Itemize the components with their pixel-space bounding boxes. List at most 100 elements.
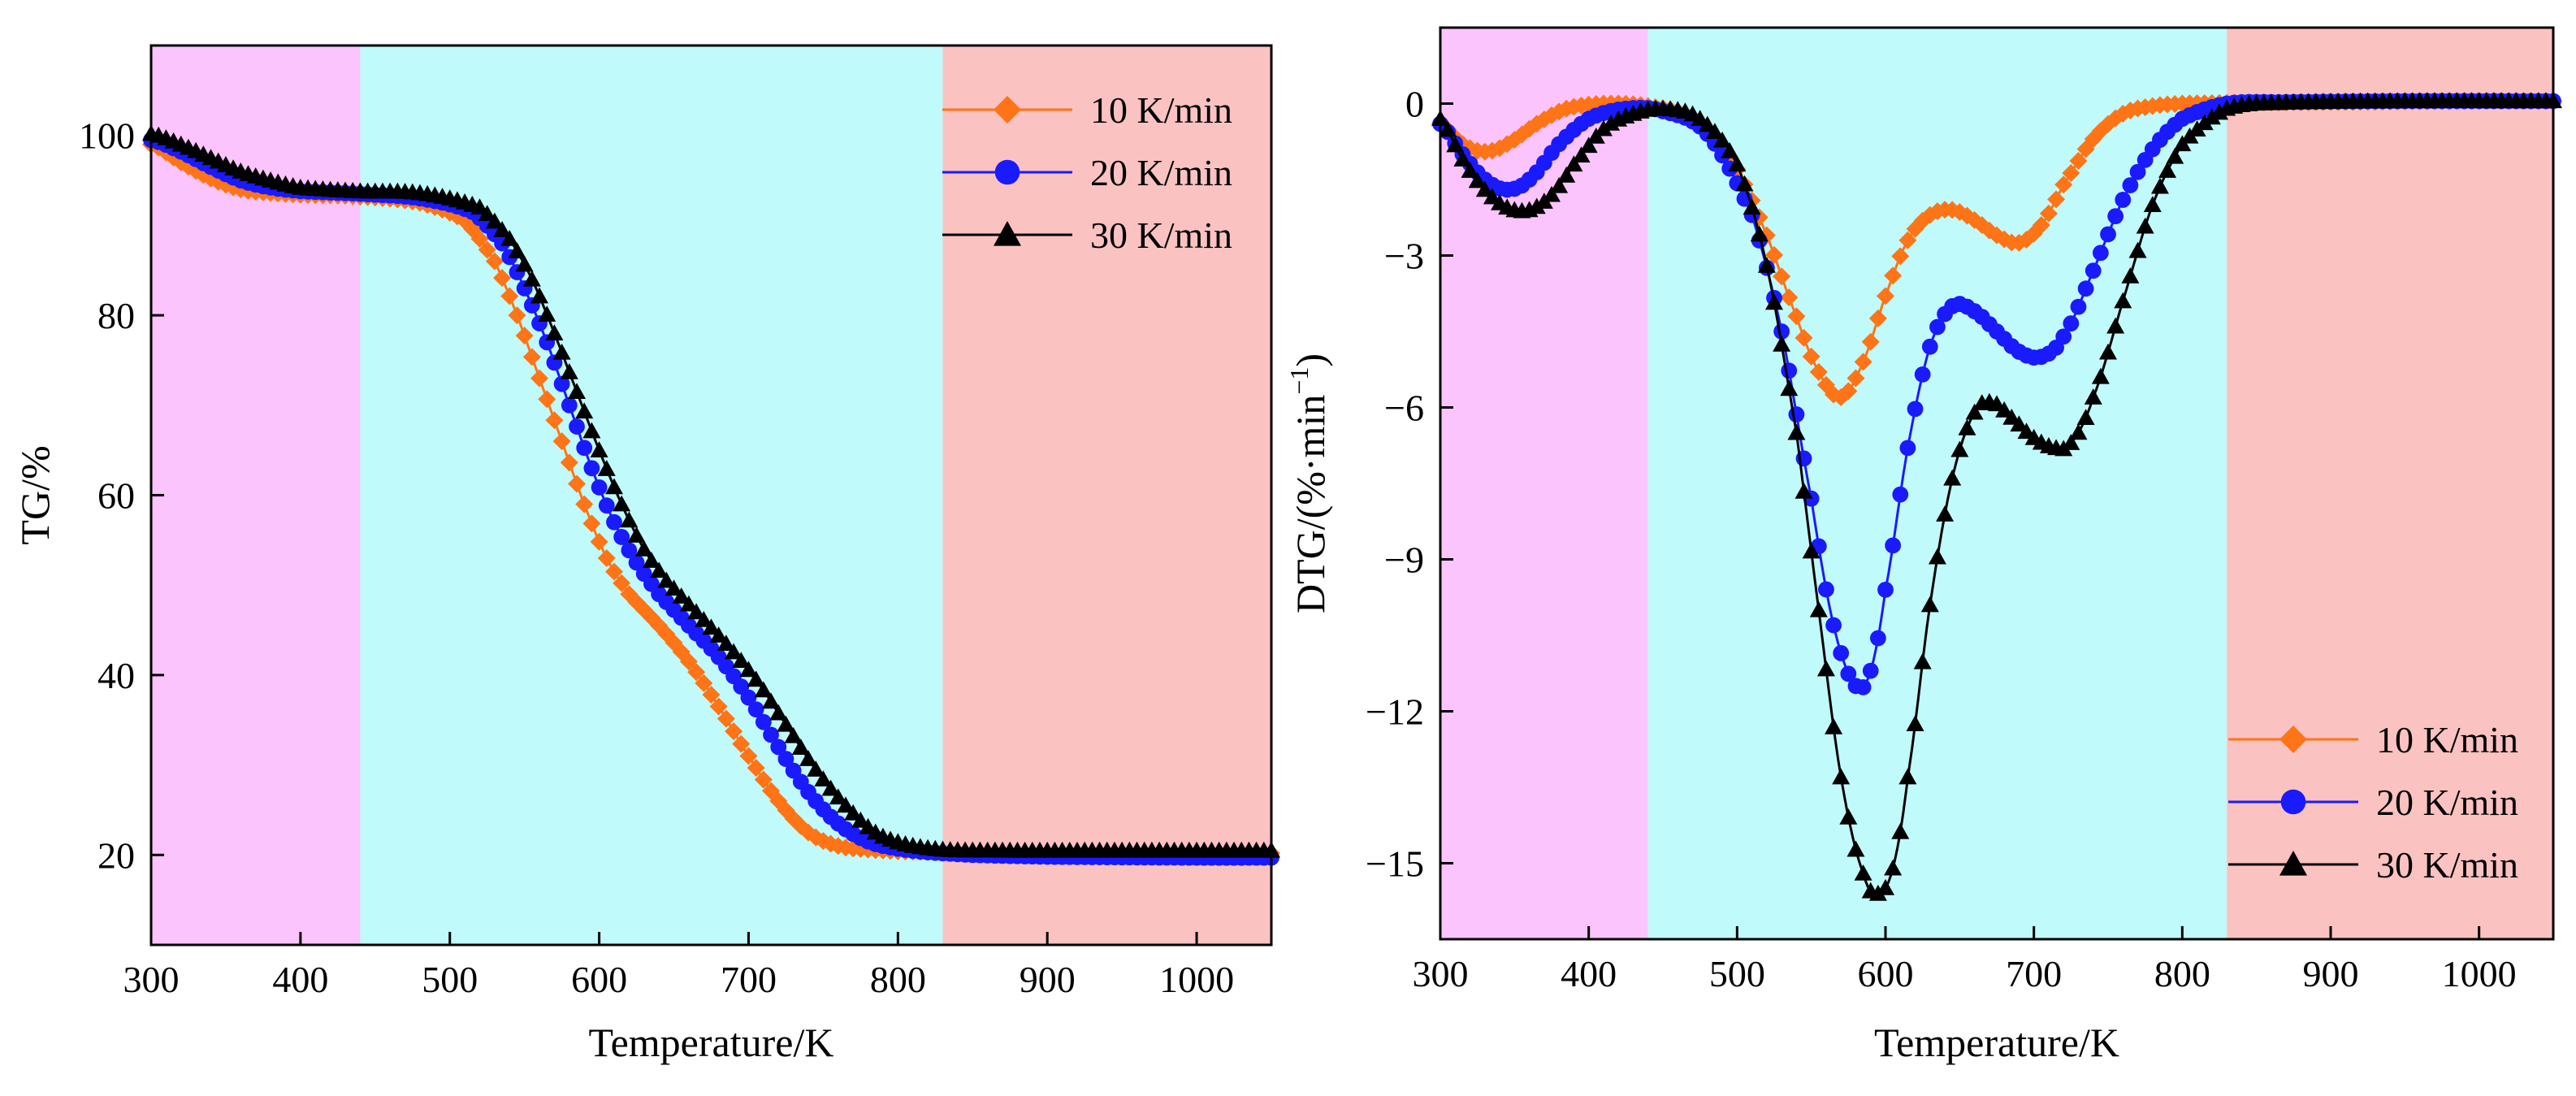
- tg-x-tick-label-5: 700: [721, 959, 777, 1000]
- dtg-series-3-point-94: [2121, 266, 2140, 284]
- dtg-series-2-point-91: [2100, 226, 2116, 243]
- dtg-series-3-point-19: [1565, 155, 1583, 172]
- dtg-series-3-point-40: [1721, 141, 1739, 158]
- dtg-series-3-point-6: [1468, 171, 1487, 188]
- tg-series-3-point-53: [530, 287, 549, 304]
- tg-series-3-point-59: [575, 402, 594, 419]
- dtg-y-tick-label-3: −6: [1384, 388, 1424, 429]
- dtg-series-1-point-50: [1795, 328, 1813, 347]
- tg-series-2-point-59: [576, 440, 593, 457]
- dtg-series-3-point-5: [1461, 162, 1479, 178]
- dtg-series-3-point-48: [1780, 379, 1799, 396]
- tg-series-group: [142, 124, 1280, 866]
- tg-series-3-point-92: [821, 779, 840, 796]
- dtg-series-3-point-87: [2069, 423, 2088, 440]
- tg-series-3-point-54: [538, 305, 556, 322]
- dtg-series-3-point-44: [1750, 225, 1769, 242]
- tg-series-3-point-78: [717, 635, 735, 651]
- tg-x-axis-title: Temperature/K: [589, 1020, 834, 1065]
- tg-y-axis-title: TG/%: [12, 445, 58, 544]
- tg-series-1-point-61: [590, 532, 608, 551]
- tg-series-2-point-56: [553, 375, 570, 392]
- dtg-series-3-point-97: [2143, 196, 2162, 212]
- tg-series-3-point-48: [493, 221, 512, 237]
- tg-series-3-point-84: [762, 692, 781, 709]
- dtg-series-3-point-86: [2062, 434, 2080, 450]
- tg-series-1-point-63: [604, 562, 623, 581]
- dtg-series-3-point-67: [1920, 596, 1939, 613]
- dtg-series-1-point-51: [1802, 347, 1821, 366]
- tg-series-3-point-60: [582, 422, 601, 439]
- tg-series-1-point-64: [613, 574, 631, 592]
- tg-series-1-point-80: [732, 734, 751, 753]
- dtg-series-3-point-88: [2076, 409, 2095, 425]
- tg-series-1-point-51: [515, 327, 534, 345]
- dtg-series-2-point-59: [1862, 662, 1879, 679]
- dtg-series-3-point-77: [1995, 401, 2014, 418]
- dtg-series-3-point-24: [1602, 114, 1621, 131]
- tg-series-1-point-48: [493, 269, 512, 288]
- dtg-series-3-point-45: [1757, 256, 1776, 273]
- tg-series-3-point-73: [679, 595, 698, 612]
- tg-legend-label-2: 20 K/min: [1090, 152, 1232, 193]
- tg-series-2-point-64: [613, 529, 630, 545]
- dtg-series-2-point-90: [2092, 245, 2109, 262]
- tg-series-3-point-81: [739, 661, 758, 678]
- dtg-legend-label-3: 30 K/min: [2376, 844, 2518, 886]
- dtg-series-2-point-63: [1892, 486, 1909, 503]
- dtg-series-2-point-61: [1877, 582, 1894, 598]
- dtg-series-1-point-82: [2032, 216, 2050, 235]
- dtg-series-2-point-87: [2070, 298, 2087, 315]
- tg-series-1-point-47: [485, 252, 504, 271]
- dtg-series-2-point-54: [1825, 617, 1842, 634]
- dtg-series-2-point-95: [2129, 163, 2146, 180]
- dtg-x-tick-label-4: 600: [1858, 953, 1914, 994]
- dtg-series-1-point-49: [1787, 307, 1806, 326]
- tg-x-tick-label-6: 800: [870, 959, 926, 1000]
- dtg-legend-marker-2: [2280, 789, 2306, 815]
- dtg-series-3-point-100: [2166, 147, 2184, 164]
- tg-series-1-point-59: [575, 495, 594, 513]
- dtg-series-2-point-48: [1781, 362, 1798, 379]
- tg-series-3-point-95: [844, 804, 863, 821]
- tg-y-tick-label-1: 20: [97, 834, 135, 876]
- tg-series-2-point-86: [777, 751, 794, 767]
- tg-series-3-point-67: [634, 539, 653, 557]
- tg-legend-label-1: 10 K/min: [1090, 89, 1232, 131]
- tg-y-tick-label-3: 60: [97, 475, 135, 517]
- dtg-series-2-point-60: [1869, 630, 1886, 647]
- tg-series-1-point-46: [478, 240, 496, 259]
- dtg-series-3-point-69: [1936, 505, 1955, 522]
- dtg-series-2-point-65: [1907, 401, 1924, 418]
- tg-chart: 300 400 500 600 700 800 900 1000 20 40 60 80 100 Tem…: [12, 44, 1280, 1065]
- dtg-y-axis-title-close: ): [1288, 353, 1333, 367]
- dtg-series-2-point-92: [2107, 208, 2124, 225]
- dtg-legend-marker-3: [2279, 851, 2307, 876]
- tg-series-1-point-81: [739, 747, 758, 765]
- dtg-series-2-point-88: [2077, 280, 2094, 297]
- tg-series-2-point-63: [606, 513, 622, 531]
- tg-y-tick-label-4: 80: [97, 295, 135, 336]
- dtg-series-3-point-63: [1891, 822, 1910, 839]
- tg-series-1-point-45: [470, 230, 489, 249]
- tg-series-3-point-91: [814, 770, 833, 787]
- tg-region-3: [942, 45, 1271, 945]
- tg-series-3-point-70: [657, 571, 676, 588]
- dtg-series-3-point-68: [1928, 548, 1946, 565]
- dtg-series-1-point-84: [2047, 190, 2066, 209]
- tg-series-3-point-55: [545, 324, 564, 341]
- dtg-series-3-point-72: [1958, 418, 1976, 435]
- tg-legend-marker-3: [994, 221, 1021, 246]
- dtg-series-3-point-58: [1854, 864, 1872, 881]
- dtg-series-1-point-48: [1780, 288, 1799, 307]
- dtg-series-1-point-47: [1773, 267, 1791, 286]
- tg-series-3-point-80: [732, 652, 751, 669]
- tg-series-2-point-62: [598, 497, 615, 514]
- dtg-series-3-point-54: [1825, 717, 1843, 734]
- dtg-series-3-point-66: [1913, 652, 1932, 669]
- tg-series-3-point-56: [552, 343, 571, 360]
- dtg-series-3-point-3: [1446, 136, 1465, 153]
- dtg-series-3-point-93: [2114, 292, 2132, 309]
- tg-series-3-point-65: [620, 511, 639, 528]
- dtg-series-2-point-94: [2122, 177, 2139, 193]
